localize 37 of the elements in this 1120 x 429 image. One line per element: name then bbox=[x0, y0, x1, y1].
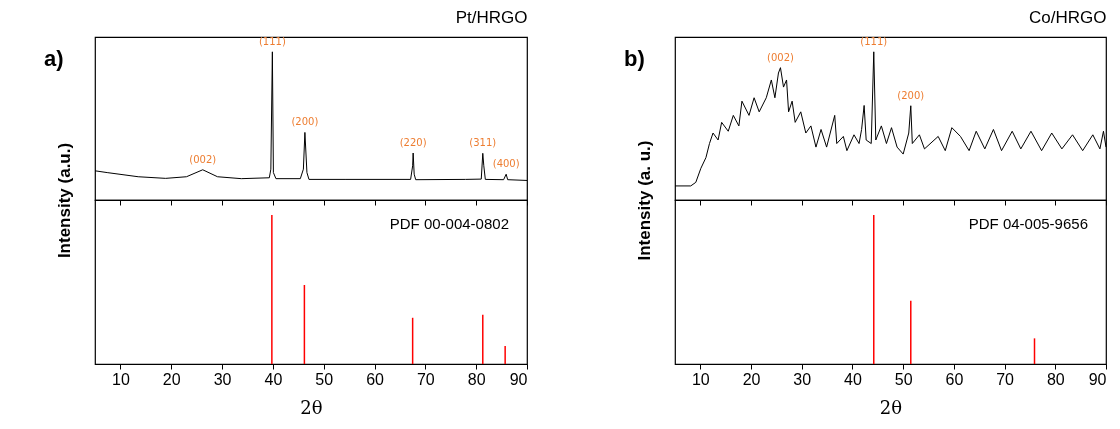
x-tick-label: 70 bbox=[416, 370, 435, 388]
annotation: (220) bbox=[399, 137, 427, 149]
x-tick-label: 70 bbox=[996, 370, 1015, 388]
x-tick-label: 90 bbox=[1088, 370, 1107, 388]
x-tick-label: 50 bbox=[894, 370, 913, 388]
text: b) bbox=[624, 46, 645, 71]
x-tick-label: 40 bbox=[844, 370, 862, 388]
annotation: (200) bbox=[897, 89, 925, 101]
x-tick-label: 80 bbox=[467, 370, 486, 388]
x-tick-label: 60 bbox=[366, 370, 385, 388]
x-tick-label: 50 bbox=[315, 370, 334, 388]
y-axis-title: Intensity (a. u.) bbox=[634, 140, 654, 261]
x-tick-label: 60 bbox=[945, 370, 964, 388]
x-tick-label: 20 bbox=[162, 370, 181, 388]
x-tick-label: 30 bbox=[793, 370, 812, 388]
x-tick-label: 10 bbox=[112, 370, 130, 388]
annotation: (111) bbox=[258, 35, 286, 47]
x-axis-title: 2θ bbox=[879, 396, 903, 418]
text: a) bbox=[44, 46, 64, 71]
annotation: (400) bbox=[492, 158, 520, 170]
annotation: (002) bbox=[189, 153, 217, 165]
x-tick-label: 20 bbox=[742, 370, 761, 388]
x-axis-title: 2θ bbox=[300, 396, 323, 418]
annotation: (200) bbox=[291, 116, 319, 128]
x-tick-label: 90 bbox=[509, 370, 528, 388]
annotation: (111) bbox=[860, 35, 888, 47]
x-tick-label: 40 bbox=[264, 370, 283, 388]
chart-title: Co/HRGO bbox=[1029, 7, 1107, 27]
annotation: (002) bbox=[767, 51, 795, 63]
y-axis-title: Intensity (a.u.) bbox=[54, 142, 74, 259]
annotation: PDF 00-004-0802 bbox=[389, 215, 509, 232]
x-tick-label: 30 bbox=[213, 370, 232, 388]
x-tick-label: 80 bbox=[1046, 370, 1065, 388]
x-tick-label: 10 bbox=[691, 370, 710, 388]
chart-title: Pt/HRGO bbox=[455, 7, 528, 27]
annotation: PDF 04-005-9656 bbox=[968, 215, 1088, 232]
annotation: (311) bbox=[469, 137, 497, 149]
